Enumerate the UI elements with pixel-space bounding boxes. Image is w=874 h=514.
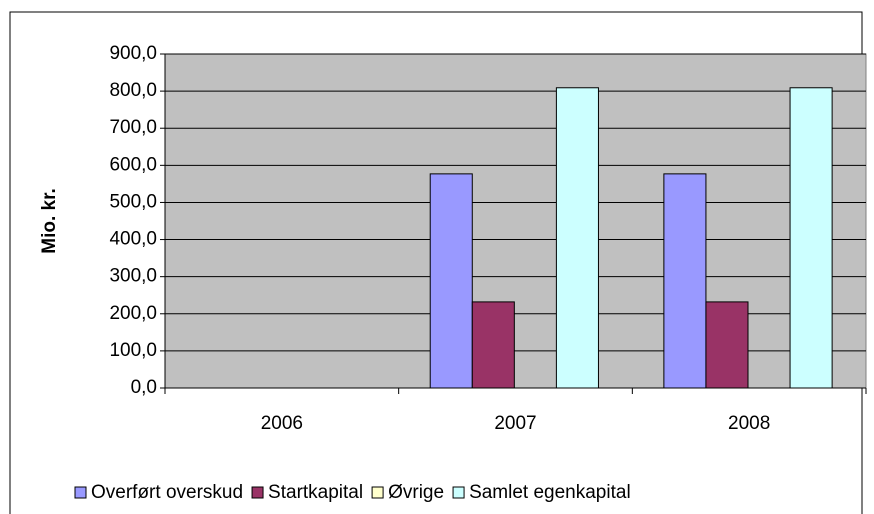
y-tick-label: 0,0 <box>131 377 157 398</box>
y-axis-title: Mio. kr. <box>39 188 60 253</box>
legend-swatch <box>74 486 87 499</box>
y-tick-label: 700,0 <box>109 117 157 138</box>
x-tick-label: 2007 <box>494 413 536 434</box>
x-tick-label: 2008 <box>728 413 770 434</box>
legend-label: Samlet egenkapital <box>469 482 631 503</box>
legend-swatch <box>251 486 264 499</box>
bar <box>555 87 599 389</box>
y-tick-label: 900,0 <box>109 43 157 64</box>
x-tick-label: 2006 <box>261 413 303 434</box>
legend-swatch <box>452 486 465 499</box>
bar <box>705 301 749 389</box>
bar <box>471 301 515 389</box>
y-tick-label: 600,0 <box>109 154 157 175</box>
bar <box>663 173 707 389</box>
bar <box>429 173 473 389</box>
y-tick-label: 500,0 <box>109 191 157 212</box>
legend-swatch <box>371 486 384 499</box>
plot-area <box>164 53 867 389</box>
legend-label: Overført overskud <box>91 482 243 503</box>
y-tick-label: 300,0 <box>109 266 157 287</box>
legend-label: Startkapital <box>268 482 363 503</box>
bar <box>789 87 833 389</box>
y-tick-label: 400,0 <box>109 229 157 250</box>
legend-label: Øvrige <box>388 482 444 503</box>
y-tick-label: 200,0 <box>109 303 157 324</box>
y-tick-label: 100,0 <box>109 340 157 361</box>
y-tick-label: 800,0 <box>109 80 157 101</box>
